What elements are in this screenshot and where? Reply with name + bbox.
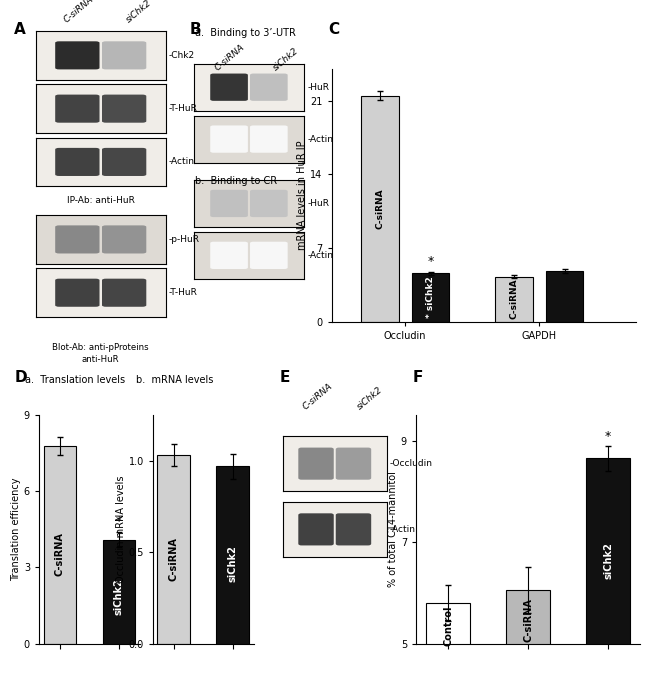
- FancyBboxPatch shape: [250, 73, 288, 101]
- Text: -T-HuR: -T-HuR: [169, 104, 198, 113]
- Text: -Actin: -Actin: [169, 157, 195, 167]
- Text: siChk2: siChk2: [271, 46, 300, 73]
- Bar: [157, 455, 190, 644]
- FancyBboxPatch shape: [250, 125, 288, 153]
- Bar: [361, 95, 398, 322]
- Text: *: *: [116, 515, 122, 528]
- Text: -T-HuR: -T-HuR: [169, 288, 198, 298]
- Text: F: F: [413, 370, 423, 385]
- Text: siChk2: siChk2: [603, 542, 613, 579]
- Text: a.  Binding to 3’-UTR: a. Binding to 3’-UTR: [195, 28, 296, 37]
- Text: Blot-Ab: anti-pProteins
anti-HuR: Blot-Ab: anti-pProteins anti-HuR: [53, 343, 149, 364]
- Text: B: B: [190, 22, 202, 37]
- Text: -Actin: -Actin: [307, 134, 333, 144]
- Text: -Occludin: -Occludin: [390, 459, 433, 468]
- FancyBboxPatch shape: [55, 148, 99, 176]
- FancyBboxPatch shape: [102, 95, 146, 122]
- FancyBboxPatch shape: [102, 148, 146, 176]
- Text: siChk2: siChk2: [356, 385, 385, 412]
- FancyBboxPatch shape: [210, 242, 248, 269]
- Bar: [586, 458, 630, 692]
- FancyBboxPatch shape: [336, 513, 371, 545]
- FancyBboxPatch shape: [336, 448, 371, 480]
- FancyBboxPatch shape: [298, 448, 333, 480]
- Text: C-siRNA: C-siRNA: [302, 382, 335, 412]
- Bar: [103, 540, 135, 644]
- FancyBboxPatch shape: [102, 226, 146, 253]
- Text: C-siRNA: C-siRNA: [375, 188, 384, 229]
- Text: C-siRNA: C-siRNA: [214, 43, 247, 73]
- FancyBboxPatch shape: [102, 42, 146, 69]
- Text: C-siRNA: C-siRNA: [55, 533, 65, 576]
- Bar: [426, 603, 470, 692]
- Text: -Actin: -Actin: [390, 525, 416, 534]
- Text: C-siRNA: C-siRNA: [168, 537, 179, 581]
- Text: -HuR: -HuR: [307, 199, 330, 208]
- FancyBboxPatch shape: [210, 73, 248, 101]
- Text: *: *: [605, 430, 611, 443]
- Text: A: A: [14, 22, 26, 37]
- FancyBboxPatch shape: [210, 190, 248, 217]
- Text: C-siRNA: C-siRNA: [62, 0, 95, 24]
- Text: siChk2: siChk2: [227, 545, 238, 582]
- FancyBboxPatch shape: [250, 242, 288, 269]
- Bar: [495, 277, 532, 322]
- Text: siChk2: siChk2: [124, 0, 153, 24]
- Text: Control: Control: [443, 605, 453, 646]
- Y-axis label: % of total C14-mannitol: % of total C14-mannitol: [388, 471, 398, 588]
- Text: b.  mRNA levels: b. mRNA levels: [136, 375, 214, 385]
- Text: * siChk2: * siChk2: [426, 277, 435, 318]
- Bar: [44, 446, 76, 644]
- Text: a.  Translation levels: a. Translation levels: [25, 375, 125, 385]
- FancyBboxPatch shape: [298, 513, 333, 545]
- Text: *: *: [428, 255, 434, 268]
- Text: siChk2: siChk2: [114, 579, 124, 615]
- FancyBboxPatch shape: [250, 190, 288, 217]
- Bar: [412, 273, 449, 322]
- Text: b.  Binding to CR: b. Binding to CR: [195, 176, 277, 186]
- Text: -p-HuR: -p-HuR: [169, 235, 200, 244]
- Text: -Chk2: -Chk2: [169, 51, 195, 60]
- FancyBboxPatch shape: [210, 125, 248, 153]
- FancyBboxPatch shape: [55, 279, 99, 307]
- Y-axis label: mRNA levels in HuR IP: mRNA levels in HuR IP: [297, 140, 307, 251]
- Bar: [546, 271, 584, 322]
- Text: IP-Ab: anti-HuR: IP-Ab: anti-HuR: [67, 196, 135, 206]
- Y-axis label: Translation efficiency: Translation efficiency: [11, 477, 21, 581]
- Text: C-siRNA: C-siRNA: [523, 598, 533, 641]
- Y-axis label: Occludin mRNA levels: Occludin mRNA levels: [116, 475, 125, 583]
- Bar: [216, 466, 249, 644]
- Text: C: C: [328, 22, 339, 37]
- FancyBboxPatch shape: [102, 279, 146, 307]
- Text: -Actin: -Actin: [307, 251, 333, 260]
- Text: E: E: [280, 370, 290, 385]
- Text: D: D: [14, 370, 27, 385]
- FancyBboxPatch shape: [55, 226, 99, 253]
- FancyBboxPatch shape: [55, 42, 99, 69]
- Bar: [506, 590, 550, 692]
- FancyBboxPatch shape: [55, 95, 99, 122]
- Text: -HuR: -HuR: [307, 82, 330, 92]
- Text: C-siRNA: C-siRNA: [509, 279, 518, 320]
